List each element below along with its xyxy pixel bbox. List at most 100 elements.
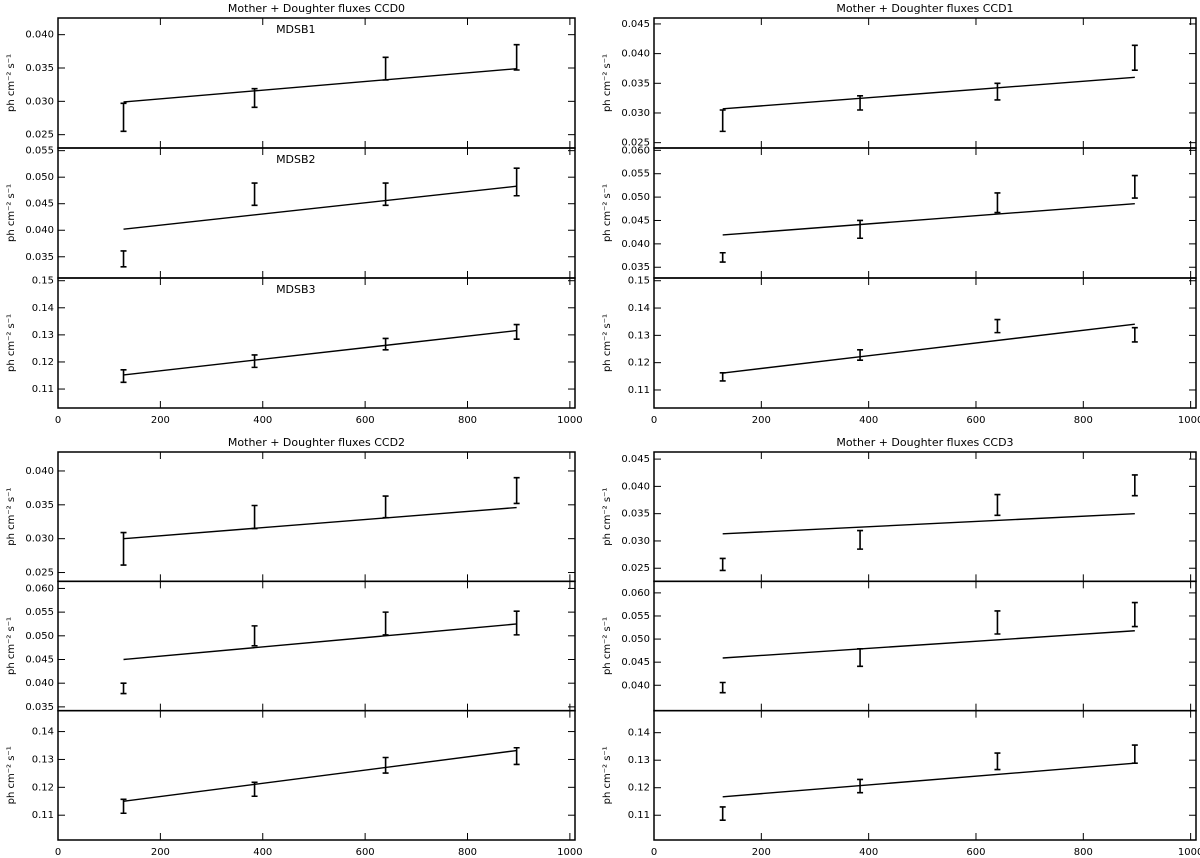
error-bar (994, 752, 1001, 771)
x-tick-label: 400 (859, 415, 878, 426)
error-bar (120, 102, 127, 133)
error-bar (1131, 44, 1138, 72)
y-tick-label: 0.12 (628, 358, 650, 369)
y-tick-label: 0.13 (628, 755, 650, 766)
y-tick-label: 0.035 (25, 63, 54, 74)
x-tick-label: 400 (859, 847, 878, 858)
error-bar (513, 610, 520, 636)
y-tick-label: 0.12 (32, 357, 54, 368)
x-tick-label: 800 (1074, 415, 1093, 426)
error-bar (382, 756, 389, 774)
y-tick-label: 0.14 (32, 303, 54, 314)
error-bar (719, 681, 726, 694)
y-axis-label: ph cm⁻² s⁻¹ (602, 314, 613, 372)
y-axis-label: ph cm⁻² s⁻¹ (6, 617, 17, 675)
x-tick-label: 0 (651, 847, 657, 858)
y-tick-label: 0.030 (621, 536, 650, 547)
y-tick-label: 0.025 (25, 568, 54, 579)
fit-line (123, 329, 517, 376)
x-tick-label: 0 (55, 847, 61, 858)
y-tick-label: 0.045 (25, 655, 54, 666)
y-tick-label: 0.025 (25, 130, 54, 141)
y-tick-label: 0.040 (25, 466, 54, 477)
fit-line (123, 185, 517, 230)
panel-frame (653, 17, 1197, 149)
y-tick-label: 0.035 (621, 509, 650, 520)
y-tick-label: 0.13 (32, 330, 54, 341)
panel-label: MDSB1 (276, 23, 316, 36)
error-bar (120, 250, 127, 268)
x-tick-label: 1000 (557, 415, 582, 426)
error-bar (513, 323, 520, 341)
error-bar (719, 557, 726, 572)
fit-line (722, 323, 1135, 374)
x-tick-label: 600 (966, 415, 985, 426)
x-tick-label: 0 (651, 415, 657, 426)
x-tick-label: 400 (253, 847, 272, 858)
y-tick-label: 0.030 (621, 108, 650, 119)
y-tick-label: 0.045 (25, 199, 54, 210)
y-tick-label: 0.055 (621, 611, 650, 622)
panel-frame (57, 277, 576, 409)
y-axis-label: ph cm⁻² s⁻¹ (6, 746, 17, 804)
x-tick-label: 600 (356, 415, 375, 426)
x-tick-label: 800 (1074, 847, 1093, 858)
y-tick-label: 0.12 (32, 782, 54, 793)
error-bar (994, 318, 1001, 334)
chart-title: Mother + Doughter fluxes CCD2 (228, 436, 405, 449)
chart-title: Mother + Doughter fluxes CCD1 (836, 2, 1013, 15)
error-bar (857, 349, 864, 362)
x-tick-label: 400 (253, 415, 272, 426)
y-tick-label: 0.040 (25, 678, 54, 689)
panel-frame (653, 451, 1197, 583)
panel-label: MDSB3 (276, 283, 316, 296)
y-axis-label: ph cm⁻² s⁻¹ (6, 488, 17, 546)
y-tick-label: 0.035 (621, 262, 650, 273)
error-bar (1131, 326, 1138, 343)
fit-line (722, 512, 1135, 535)
error-bar (1131, 474, 1138, 497)
y-tick-label: 0.11 (628, 385, 650, 396)
x-tick-label: 200 (151, 415, 170, 426)
y-tick-label: 0.050 (25, 631, 54, 642)
y-tick-label: 0.025 (621, 138, 650, 149)
y-tick-label: 0.13 (628, 330, 650, 341)
error-bar (120, 531, 127, 566)
error-bar (513, 746, 520, 766)
error-bar (994, 493, 1001, 517)
y-tick-label: 0.11 (628, 810, 650, 821)
panel-frame (653, 277, 1197, 409)
y-tick-label: 0.030 (25, 96, 54, 107)
error-bar (994, 610, 1001, 635)
panel-frame (57, 17, 576, 149)
y-tick-label: 0.11 (32, 384, 54, 395)
chart-title: Mother + Doughter fluxes CCD3 (836, 436, 1013, 449)
error-bar (120, 798, 127, 815)
y-tick-label: 0.040 (621, 49, 650, 60)
error-bar (513, 167, 520, 197)
y-tick-label: 0.11 (32, 810, 54, 821)
error-bar (382, 337, 389, 351)
y-tick-label: 0.040 (25, 225, 54, 236)
fit-line (123, 623, 517, 661)
error-bar (719, 371, 726, 382)
error-bar (513, 43, 520, 71)
fit-line (123, 67, 517, 103)
y-tick-label: 0.14 (628, 303, 650, 314)
error-bar (994, 192, 1001, 214)
y-tick-label: 0.035 (25, 702, 54, 713)
y-tick-label: 0.15 (32, 276, 54, 287)
x-tick-label: 1000 (1178, 415, 1200, 426)
y-tick-label: 0.14 (628, 728, 650, 739)
error-bar (1131, 174, 1138, 199)
fit-line (123, 506, 517, 540)
error-bar (382, 611, 389, 636)
y-tick-label: 0.13 (32, 754, 54, 765)
y-tick-label: 0.060 (621, 588, 650, 599)
error-bar (382, 495, 389, 519)
y-tick-label: 0.055 (25, 607, 54, 618)
chart-title: Mother + Doughter fluxes CCD0 (228, 2, 405, 15)
y-axis-label: ph cm⁻² s⁻¹ (602, 488, 613, 546)
y-axis-label: ph cm⁻² s⁻¹ (602, 54, 613, 112)
y-tick-label: 0.12 (628, 783, 650, 794)
